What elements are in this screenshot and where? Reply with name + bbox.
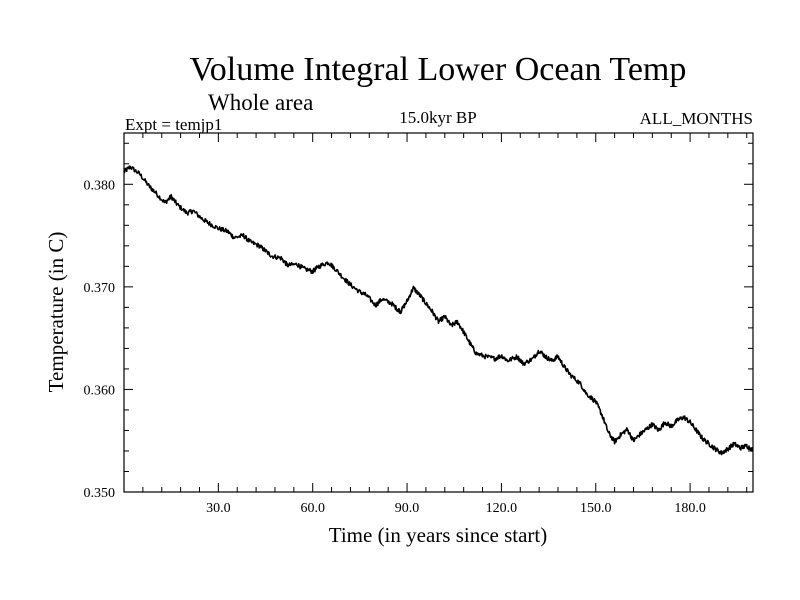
period-label: 15.0kyr BP — [399, 108, 476, 127]
plot-frame — [123, 132, 754, 493]
x-tick-label: 90.0 — [395, 501, 420, 516]
months-label: ALL_MONTHS — [640, 109, 753, 128]
y-tick-label: 0.380 — [84, 178, 116, 193]
chart-subtitle: Whole area — [208, 90, 313, 115]
x-tick-label: 60.0 — [300, 501, 325, 516]
experiment-label: Expt = temjp1 — [125, 115, 222, 134]
chart-title: Volume Integral Lower Ocean Temp — [190, 51, 687, 88]
data-series — [123, 165, 754, 456]
y-axis-label: Temperature (in C) — [44, 232, 68, 393]
series-line — [123, 165, 754, 456]
y-tick-label: 0.350 — [84, 486, 116, 501]
x-tick-label: 30.0 — [206, 501, 231, 516]
axis-ticks: 30.0 60.0 90.0 120.0 150.0 180.0 0.350 0.360 0.3… — [84, 133, 753, 516]
y-tick-label: 0.360 — [84, 383, 116, 398]
x-tick-label: 120.0 — [486, 501, 518, 516]
x-tick-label: 180.0 — [674, 501, 706, 516]
x-tick-label: 150.0 — [580, 501, 612, 516]
x-axis-label: Time (in years since start) — [329, 523, 548, 547]
y-tick-label: 0.370 — [84, 281, 116, 296]
